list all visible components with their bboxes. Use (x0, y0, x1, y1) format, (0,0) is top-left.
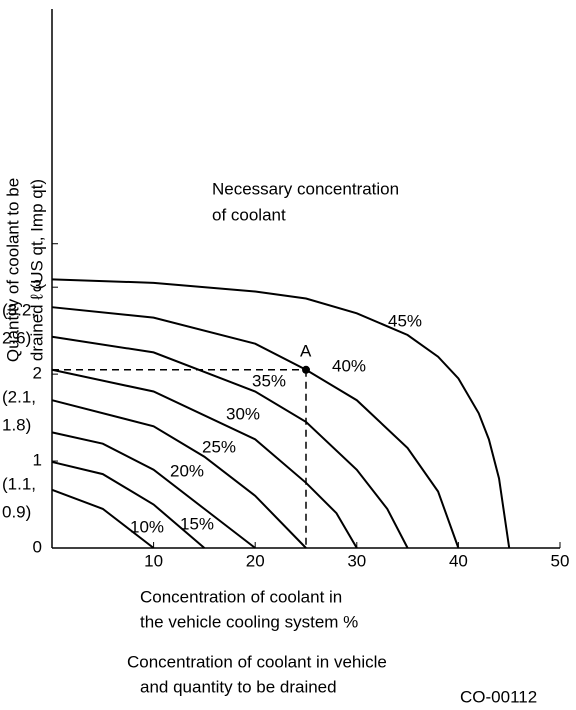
x-tick-label: 30 (347, 551, 366, 570)
y-tick-label: 1 (33, 451, 42, 470)
curve-label: 15% (180, 514, 214, 533)
x-tick-label: 10 (144, 551, 163, 570)
x-tick-label: 20 (246, 551, 265, 570)
curve (51, 431, 256, 549)
figure-code: CO-00112 (460, 687, 537, 706)
y-tick-alt-label: (3.2, (2, 301, 36, 320)
curve-label: 40% (332, 356, 366, 375)
y-axis-label: Quantity of coolant to be drained ℓ (US … (3, 178, 46, 362)
x-tick-label: 40 (449, 551, 468, 570)
y-tick-label: 2 (33, 364, 42, 383)
annotation: Necessary concentration (212, 179, 399, 198)
y-tick-alt-label: (2.1, (2, 388, 36, 407)
y-tick-alt-label: 0.9) (2, 503, 31, 522)
y-tick-alt-label: 2.6) (2, 329, 31, 348)
y-tick-alt-label: 1.8) (2, 416, 31, 435)
x-tick-label: 50 (551, 551, 570, 570)
curve-label: 30% (226, 404, 260, 423)
curve-label: 20% (170, 461, 204, 480)
y-tick-alt-label: (1.1, (2, 475, 36, 494)
curve (51, 488, 155, 549)
point (302, 365, 310, 374)
curve-label: 45% (388, 311, 422, 330)
curve-label: 25% (202, 437, 236, 456)
y-tick-label: 3 (33, 277, 42, 296)
curve-label: 10% (130, 517, 164, 536)
annotation: of coolant (212, 205, 286, 224)
y-tick-label: 0 (33, 537, 42, 556)
curve (51, 306, 460, 549)
y-axis-label-line: drained ℓ (US qt, Imp qt) (27, 179, 46, 361)
caption: Concentration of coolant in vehicle (127, 652, 387, 671)
point-label: A (300, 341, 312, 360)
curve-label: 35% (252, 371, 286, 390)
x-axis-label: Concentration of coolant in (140, 587, 342, 606)
curve (51, 278, 511, 549)
curve (51, 460, 206, 549)
caption: and quantity to be drained (140, 677, 337, 696)
x-axis-label: the vehicle cooling system % (140, 612, 358, 631)
y-axis-label-line: Quantity of coolant to be (3, 178, 22, 362)
curve (51, 399, 307, 549)
curve (51, 368, 358, 549)
